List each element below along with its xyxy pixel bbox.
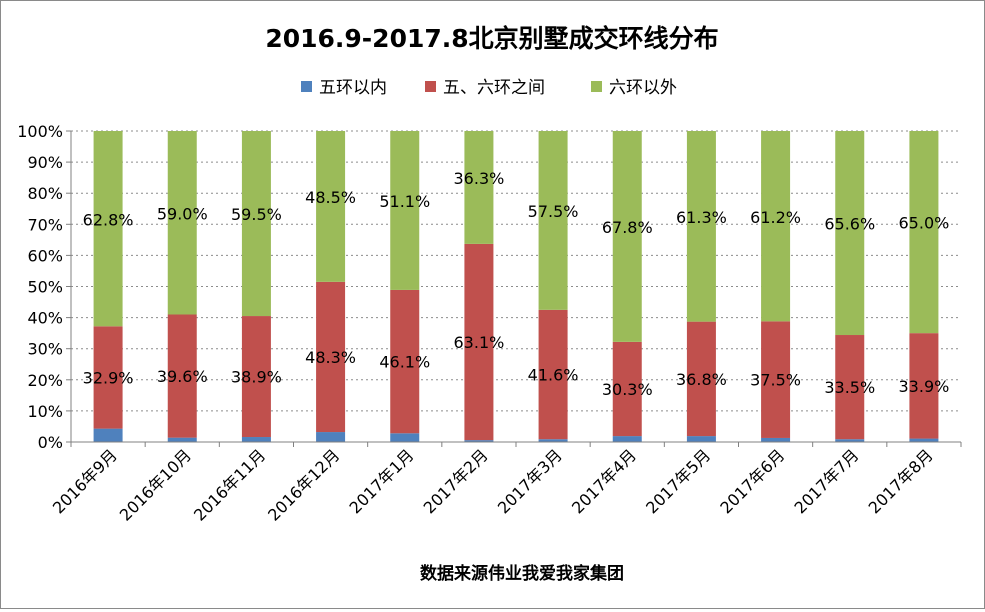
data-label: 38.9%: [231, 368, 282, 387]
bar-segment: [390, 289, 420, 434]
data-label: 61.3%: [676, 208, 727, 227]
chart-title: 2016.9-2017.8北京别墅成交环线分布: [265, 24, 718, 53]
data-label: 48.5%: [305, 188, 356, 207]
data-label: 33.5%: [824, 378, 875, 397]
y-tick-label: 10%: [27, 402, 63, 421]
data-label: 65.6%: [824, 215, 875, 234]
bar-segment: [316, 432, 346, 442]
bar-segment: [835, 335, 865, 440]
data-label: 30.3%: [602, 380, 653, 399]
data-label: 32.9%: [83, 368, 134, 387]
bar-segment: [612, 436, 642, 442]
data-label: 41.6%: [528, 366, 579, 385]
bar-segment: [761, 321, 791, 438]
bar-segment: [167, 314, 197, 438]
bar-segment: [316, 281, 346, 433]
data-label: 57.5%: [528, 202, 579, 221]
data-label: 48.3%: [305, 348, 356, 367]
bar-segment: [538, 309, 568, 440]
y-tick-label: 100%: [17, 122, 63, 141]
bar-segment: [835, 131, 865, 336]
legend-label: 六环以外: [609, 78, 677, 98]
x-tick-label: 2016年9月: [49, 445, 121, 517]
data-label: 65.0%: [899, 214, 950, 233]
data-label: 63.1%: [454, 333, 505, 352]
x-tick-label: 2017年8月: [865, 445, 937, 517]
bar-segment: [464, 440, 494, 442]
legend-label: 五环以内: [319, 78, 387, 98]
y-axis: 0% 10% 20% 30% 40% 50% 60% 70% 80% 90% 100%: [17, 122, 72, 452]
data-label: 59.0%: [157, 204, 208, 223]
data-label: 37.5%: [750, 371, 801, 390]
y-tick-label: 90%: [27, 153, 63, 172]
data-label: 61.2%: [750, 208, 801, 227]
x-tick-label: 2017年5月: [642, 445, 714, 517]
legend-swatch: [425, 81, 436, 92]
data-label: 51.1%: [379, 192, 430, 211]
data-labels: 32.9% 62.8% 39.6% 59.0% 38.9% 59.5% 48.3% 48.5%…: [83, 169, 950, 399]
gridlines: [71, 130, 961, 412]
y-tick-label: 0%: [38, 433, 63, 452]
bar-segment: [612, 341, 642, 437]
bar-segment: [909, 131, 939, 334]
data-label: 36.8%: [676, 370, 727, 389]
y-tick-label: 40%: [27, 309, 63, 328]
x-tick-label: 2017年1月: [346, 445, 418, 517]
y-tick-label: 70%: [27, 215, 63, 234]
bar-segment: [761, 437, 791, 442]
legend: 五环以内 五、六环之间 六环以外: [301, 78, 677, 98]
bar-segment: [93, 428, 123, 442]
bar-segment: [686, 436, 716, 442]
x-tick-label: 2017年2月: [420, 445, 492, 517]
x-tick-label: 2017年6月: [716, 445, 788, 517]
bar-segment: [241, 316, 271, 438]
bar-segment: [316, 131, 346, 282]
data-label: 46.1%: [379, 353, 430, 372]
bar-segment: [167, 437, 197, 442]
data-label: 39.6%: [157, 367, 208, 386]
bar-segment: [538, 131, 568, 310]
bar-segment: [167, 131, 197, 315]
bar-segment: [464, 243, 494, 441]
bar-segment: [390, 433, 420, 442]
data-label: 59.5%: [231, 205, 282, 224]
bar-segment: [93, 326, 123, 429]
bar-segment: [686, 321, 716, 437]
y-tick-label: 20%: [27, 371, 63, 390]
bar-segment: [241, 437, 271, 442]
bar-segment: [909, 438, 939, 442]
legend-swatch: [301, 81, 312, 92]
legend-swatch: [591, 81, 602, 92]
data-label: 36.3%: [454, 169, 505, 188]
bar-segment: [93, 131, 123, 327]
y-tick-label: 60%: [27, 246, 63, 265]
bar-segment: [612, 131, 642, 342]
bar-segment: [241, 131, 271, 317]
data-label: 33.9%: [899, 377, 950, 396]
bar-segment: [835, 439, 865, 442]
bar-segment: [761, 131, 791, 322]
legend-label: 五、六环之间: [443, 78, 545, 98]
y-tick-label: 80%: [27, 184, 63, 203]
y-tick-label: 30%: [27, 340, 63, 359]
x-tick-label: 2016年11月: [190, 445, 269, 524]
bar-segment: [390, 131, 420, 290]
x-tick-label: 2017年3月: [494, 445, 566, 517]
bar-segment: [538, 439, 568, 442]
x-tick-label: 2017年4月: [568, 445, 640, 517]
x-tick-label: 2016年12月: [264, 445, 343, 524]
bar-segment: [464, 131, 494, 244]
bars: [93, 131, 939, 442]
x-tick-label: 2017年7月: [791, 445, 863, 517]
x-tick-label: 2016年10月: [116, 445, 195, 524]
data-label: 62.8%: [83, 210, 134, 229]
y-tick-label: 50%: [27, 278, 63, 297]
x-axis-label: 数据来源伟业我爱我家集团: [420, 563, 624, 584]
data-label: 67.8%: [602, 218, 653, 237]
bar-segment: [686, 131, 716, 322]
bar-segment: [909, 333, 939, 439]
